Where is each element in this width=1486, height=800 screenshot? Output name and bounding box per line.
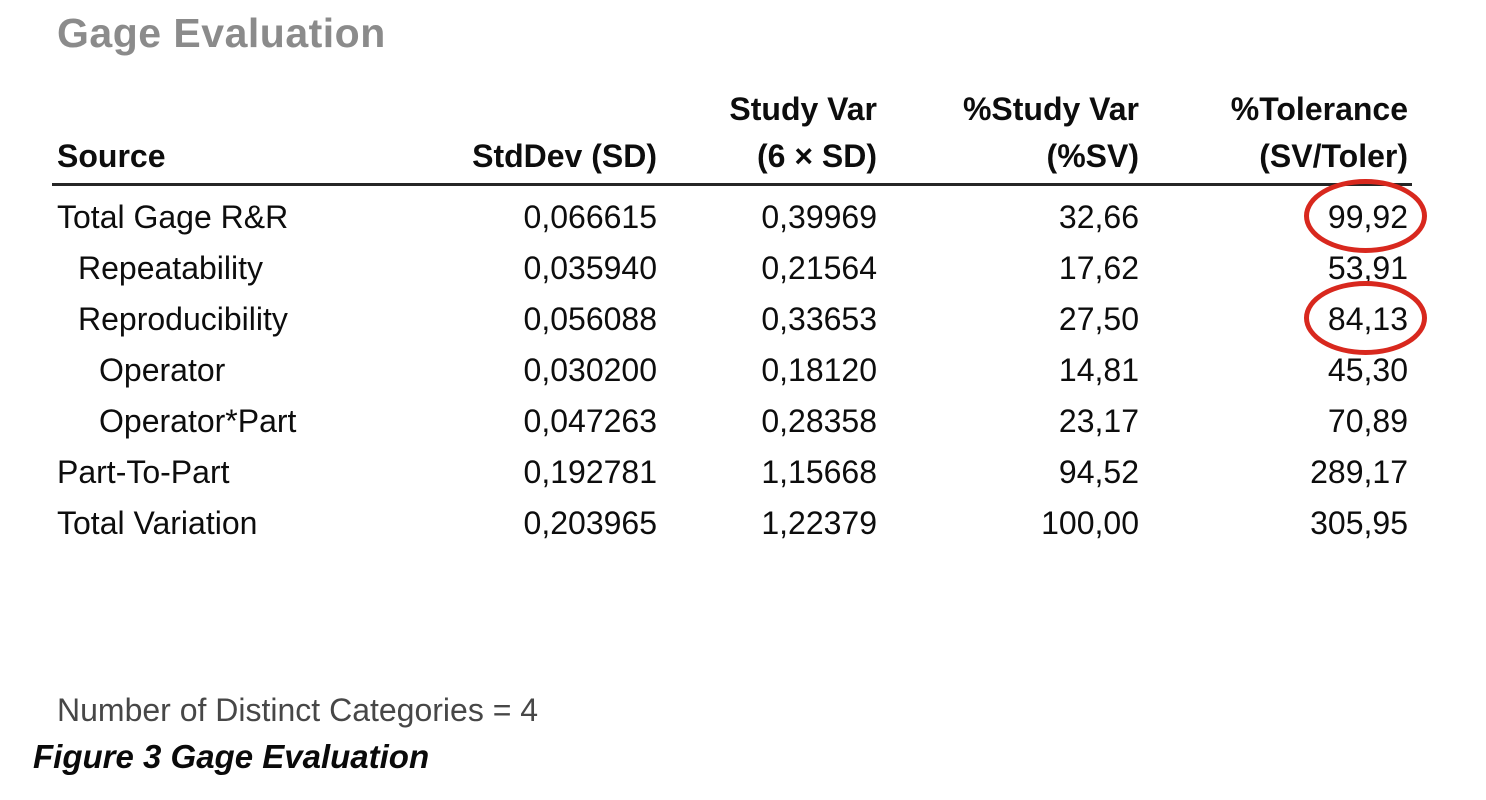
study-var-cell: 0,33653 bbox=[761, 301, 877, 337]
table-row: Operator 0,030200 0,18120 14,81 45,30 bbox=[52, 345, 1412, 396]
column-header-line2: (%SV) bbox=[1046, 138, 1139, 174]
pct-tolerance-cell: 289,17 bbox=[1310, 454, 1408, 490]
source-cell: Operator bbox=[99, 352, 226, 388]
stddev-cell: 0,047263 bbox=[523, 403, 657, 439]
distinct-categories-note: Number of Distinct Categories = 4 bbox=[57, 692, 539, 728]
circled-value: 84,13 bbox=[1303, 281, 1427, 355]
pct-tolerance-cell: 84,13 bbox=[1139, 281, 1427, 355]
column-header-stddev: StdDev (SD) bbox=[382, 86, 657, 180]
column-header-line2: StdDev (SD) bbox=[472, 138, 657, 174]
study-var-cell: 1,22379 bbox=[761, 505, 877, 541]
pct-tolerance-value: 84,13 bbox=[1327, 301, 1408, 337]
gage-evaluation-table: Source StdDev (SD) Study Var (6 × SD) %S… bbox=[52, 86, 1427, 549]
pct-tolerance-cell: 53,91 bbox=[1327, 250, 1408, 286]
circled-value: 99,92 bbox=[1303, 179, 1427, 253]
column-header-pct-tolerance: %Tolerance (SV/Toler) bbox=[1139, 86, 1408, 180]
column-header-line1: %Study Var bbox=[962, 91, 1139, 127]
table-header-row: Source StdDev (SD) Study Var (6 × SD) %S… bbox=[52, 86, 1412, 186]
source-cell: Part-To-Part bbox=[57, 454, 230, 490]
source-cell: Total Variation bbox=[57, 505, 258, 541]
study-var-cell: 0,39969 bbox=[761, 199, 877, 235]
pct-study-var-cell: 94,52 bbox=[1058, 454, 1139, 490]
figure-caption: Figure 3 Gage Evaluation bbox=[33, 738, 430, 775]
table-body: Total Gage R&R 0,066615 0,39969 32,66 99,92 R… bbox=[52, 179, 1427, 549]
stddev-cell: 0,035940 bbox=[523, 250, 657, 286]
study-var-cell: 0,21564 bbox=[761, 250, 877, 286]
pct-tolerance-cell: 45,30 bbox=[1327, 352, 1408, 388]
table-row: Total Variation 0,203965 1,22379 100,00 305,… bbox=[52, 498, 1412, 549]
page-title: Gage Evaluation bbox=[57, 10, 386, 56]
pct-study-var-cell: 14,81 bbox=[1058, 352, 1139, 388]
pct-study-var-cell: 100,00 bbox=[1041, 505, 1139, 541]
stddev-cell: 0,030200 bbox=[523, 352, 657, 388]
pct-study-var-cell: 17,62 bbox=[1058, 250, 1139, 286]
column-header-pct-study-var: %Study Var (%SV) bbox=[877, 86, 1139, 180]
stddev-cell: 0,056088 bbox=[523, 301, 657, 337]
stddev-cell: 0,192781 bbox=[523, 454, 657, 490]
column-header-line2: Source bbox=[57, 138, 166, 174]
source-cell: Operator*Part bbox=[99, 403, 297, 439]
table-row: Repeatability 0,035940 0,21564 17,62 53,91 bbox=[52, 243, 1412, 294]
pct-tolerance-cell: 305,95 bbox=[1310, 505, 1408, 541]
column-header-source: Source bbox=[52, 86, 382, 180]
column-header-line2: (SV/Toler) bbox=[1259, 138, 1408, 174]
source-cell: Repeatability bbox=[78, 250, 263, 286]
column-header-line1: %Tolerance bbox=[1230, 91, 1408, 127]
table-row: Operator*Part 0,047263 0,28358 23,17 70,89 bbox=[52, 396, 1412, 447]
study-var-cell: 1,15668 bbox=[761, 454, 877, 490]
pct-study-var-cell: 27,50 bbox=[1058, 301, 1139, 337]
table-row: Part-To-Part 0,192781 1,15668 94,52 289,17 bbox=[52, 447, 1412, 498]
source-cell: Total Gage R&R bbox=[57, 199, 289, 235]
table-row: Total Gage R&R 0,066615 0,39969 32,66 99,92 bbox=[52, 179, 1427, 253]
stddev-cell: 0,203965 bbox=[523, 505, 657, 541]
study-var-cell: 0,28358 bbox=[761, 403, 877, 439]
table-row: Reproducibility 0,056088 0,33653 27,50 84,13 bbox=[52, 281, 1427, 355]
column-header-line2: (6 × SD) bbox=[756, 138, 877, 174]
pct-tolerance-cell: 70,89 bbox=[1327, 403, 1408, 439]
column-header-study-var: Study Var (6 × SD) bbox=[657, 86, 877, 180]
pct-tolerance-cell: 99,92 bbox=[1139, 179, 1427, 253]
source-cell: Reproducibility bbox=[78, 301, 288, 337]
study-var-cell: 0,18120 bbox=[761, 352, 877, 388]
stddev-cell: 0,066615 bbox=[523, 199, 657, 235]
pct-study-var-cell: 23,17 bbox=[1058, 403, 1139, 439]
pct-study-var-cell: 32,66 bbox=[1058, 199, 1139, 235]
column-header-line1: Study Var bbox=[729, 91, 877, 127]
pct-tolerance-value: 99,92 bbox=[1327, 199, 1408, 235]
